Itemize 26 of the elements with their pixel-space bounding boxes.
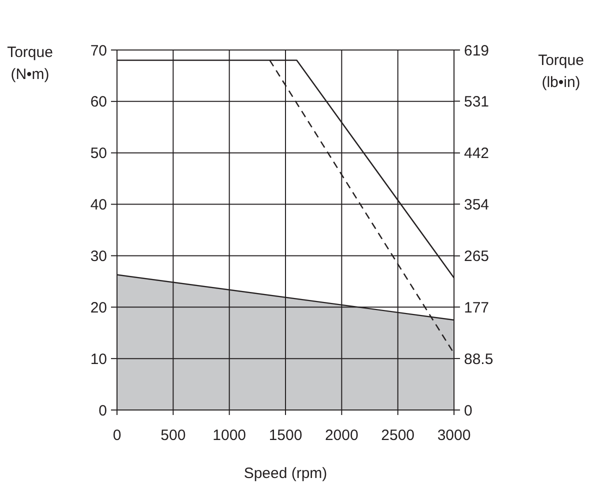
y2-tick-label: 354: [464, 196, 490, 214]
x-tick-label: 500: [160, 427, 186, 444]
y2-tick-label: 88.5: [464, 350, 494, 368]
y2-tick-label: 0: [464, 402, 472, 420]
x-tick-label: 0: [112, 427, 122, 444]
x-tick-label: 1000: [212, 427, 246, 444]
y2-tick-label: 442: [464, 145, 490, 162]
y2-tick-label: 265: [464, 248, 490, 266]
x-tick-label: 2000: [324, 427, 358, 444]
y2-tick-label: 177: [464, 299, 490, 316]
y-tick-label: 20: [90, 299, 107, 316]
x-tick-label: 2500: [381, 427, 415, 444]
y-tick-label: 10: [90, 350, 107, 368]
y-tick-label: 70: [90, 42, 107, 60]
y-tick-label: 0: [98, 402, 107, 420]
y-tick-label: 30: [90, 248, 107, 265]
x-tick-label: 3000: [437, 427, 471, 444]
y-tick-label: 40: [90, 196, 107, 214]
y2-axis-title: Torque (lb•in): [538, 52, 584, 91]
x-tick-label: 1500: [268, 427, 302, 444]
y-tick-label: 60: [90, 94, 107, 111]
y2-tick-label: 531: [464, 93, 490, 110]
y-tick-label: 50: [90, 145, 107, 162]
y2-tick-label: 619: [464, 42, 490, 60]
x-axis-title: Speed (rpm): [244, 465, 328, 482]
y-axis-title: Torque (N•m): [7, 44, 53, 83]
